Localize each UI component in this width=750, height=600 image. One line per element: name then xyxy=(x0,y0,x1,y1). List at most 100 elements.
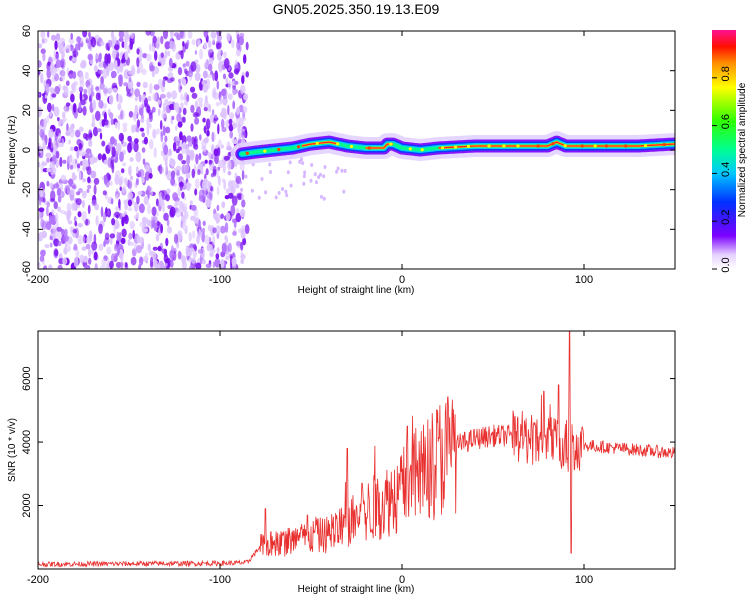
noise-blob xyxy=(222,88,228,100)
noise-blob xyxy=(211,145,214,153)
noise-blob xyxy=(145,31,152,36)
noise-blob xyxy=(146,117,151,127)
noise-blob xyxy=(57,240,62,247)
noise-blob xyxy=(108,94,114,105)
noise-blob xyxy=(298,159,302,164)
noise-blob xyxy=(195,63,201,74)
ridge-speckle xyxy=(389,142,393,146)
noise-blob xyxy=(151,70,156,78)
noise-blob xyxy=(182,141,187,149)
noise-blob xyxy=(53,201,58,210)
noise-blob xyxy=(192,230,196,239)
noise-blob xyxy=(67,220,73,225)
noise-blob xyxy=(103,240,106,247)
noise-blob xyxy=(67,244,71,252)
noise-blob xyxy=(48,141,52,149)
noise-blob xyxy=(215,253,220,260)
noise-blob xyxy=(82,165,86,171)
noise-blob xyxy=(83,255,88,263)
noise-blob xyxy=(41,230,48,239)
noise-blob xyxy=(39,128,45,138)
noise-blob xyxy=(225,78,228,84)
noise-blob xyxy=(189,264,195,269)
noise-blob xyxy=(101,140,106,147)
noise-blob xyxy=(49,242,53,248)
noise-blob xyxy=(60,209,66,215)
noise-blob xyxy=(186,94,190,103)
noise-blob xyxy=(73,243,78,251)
noise-blob xyxy=(137,190,143,196)
noise-blob xyxy=(220,225,226,234)
noise-blob xyxy=(103,212,107,223)
noise-blob xyxy=(194,117,200,125)
noise-blob xyxy=(194,188,198,196)
noise-blob xyxy=(70,187,75,196)
ridge-speckle xyxy=(487,144,491,148)
noise-blob xyxy=(79,254,85,264)
noise-blob xyxy=(185,172,191,179)
snr-frame xyxy=(37,330,676,570)
noise-blob xyxy=(79,150,82,157)
noise-blob xyxy=(136,166,139,174)
noise-blob xyxy=(165,165,168,176)
ridge-speckle xyxy=(624,144,628,148)
noise-blob xyxy=(110,31,115,39)
noise-blob xyxy=(49,110,52,118)
noise-blob xyxy=(162,108,167,119)
ridge-speckle xyxy=(453,145,458,149)
noise-blob xyxy=(88,95,92,102)
noise-blob xyxy=(189,247,195,253)
noise-blob xyxy=(128,111,134,118)
ridge-speckle xyxy=(551,142,555,146)
ridge-speckle xyxy=(263,149,267,153)
noise-blob xyxy=(257,195,261,200)
noise-blob xyxy=(103,111,107,123)
noise-blob xyxy=(118,198,121,209)
noise-blob xyxy=(119,62,124,73)
noise-blob xyxy=(228,118,233,125)
noise-blob xyxy=(127,180,133,190)
noise-blob xyxy=(204,61,209,68)
noise-blob xyxy=(38,261,41,268)
noise-blob xyxy=(136,48,140,55)
noise-blob xyxy=(161,248,167,254)
noise-blob xyxy=(98,62,103,68)
noise-blob xyxy=(182,41,185,47)
noise-blob xyxy=(241,131,246,139)
noise-blob xyxy=(169,157,173,165)
ridge-speckle xyxy=(367,146,371,150)
noise-blob xyxy=(112,87,118,93)
noise-blob xyxy=(323,165,327,169)
noise-blob xyxy=(175,200,179,206)
noise-blob xyxy=(182,107,187,116)
noise-blob xyxy=(121,58,124,64)
noise-blob xyxy=(103,103,107,109)
noise-blob xyxy=(120,254,124,262)
noise-blob xyxy=(122,122,128,128)
noise-blob xyxy=(63,246,68,256)
noise-blob xyxy=(245,41,249,51)
noise-blob xyxy=(75,198,82,206)
noise-blob xyxy=(124,214,129,225)
noise-blob xyxy=(93,126,98,137)
noise-blob xyxy=(78,102,82,112)
noise-blob xyxy=(38,142,41,148)
noise-blob xyxy=(100,40,105,46)
noise-blob xyxy=(214,70,219,82)
noise-blob xyxy=(197,169,201,176)
noise-blob xyxy=(155,128,160,135)
noise-blob xyxy=(187,31,193,39)
noise-blob xyxy=(39,187,44,198)
noise-blob xyxy=(226,32,231,42)
noise-blob xyxy=(59,156,63,168)
noise-blob xyxy=(233,68,239,75)
noise-blob xyxy=(46,115,50,124)
noise-blob xyxy=(98,223,103,234)
noise-blob xyxy=(191,168,196,179)
noise-blob xyxy=(335,169,339,174)
noise-blob xyxy=(43,264,48,269)
noise-blob xyxy=(202,83,208,93)
noise-blob xyxy=(240,84,246,95)
ridge-speckle xyxy=(643,144,648,148)
noise-blob xyxy=(115,193,119,200)
